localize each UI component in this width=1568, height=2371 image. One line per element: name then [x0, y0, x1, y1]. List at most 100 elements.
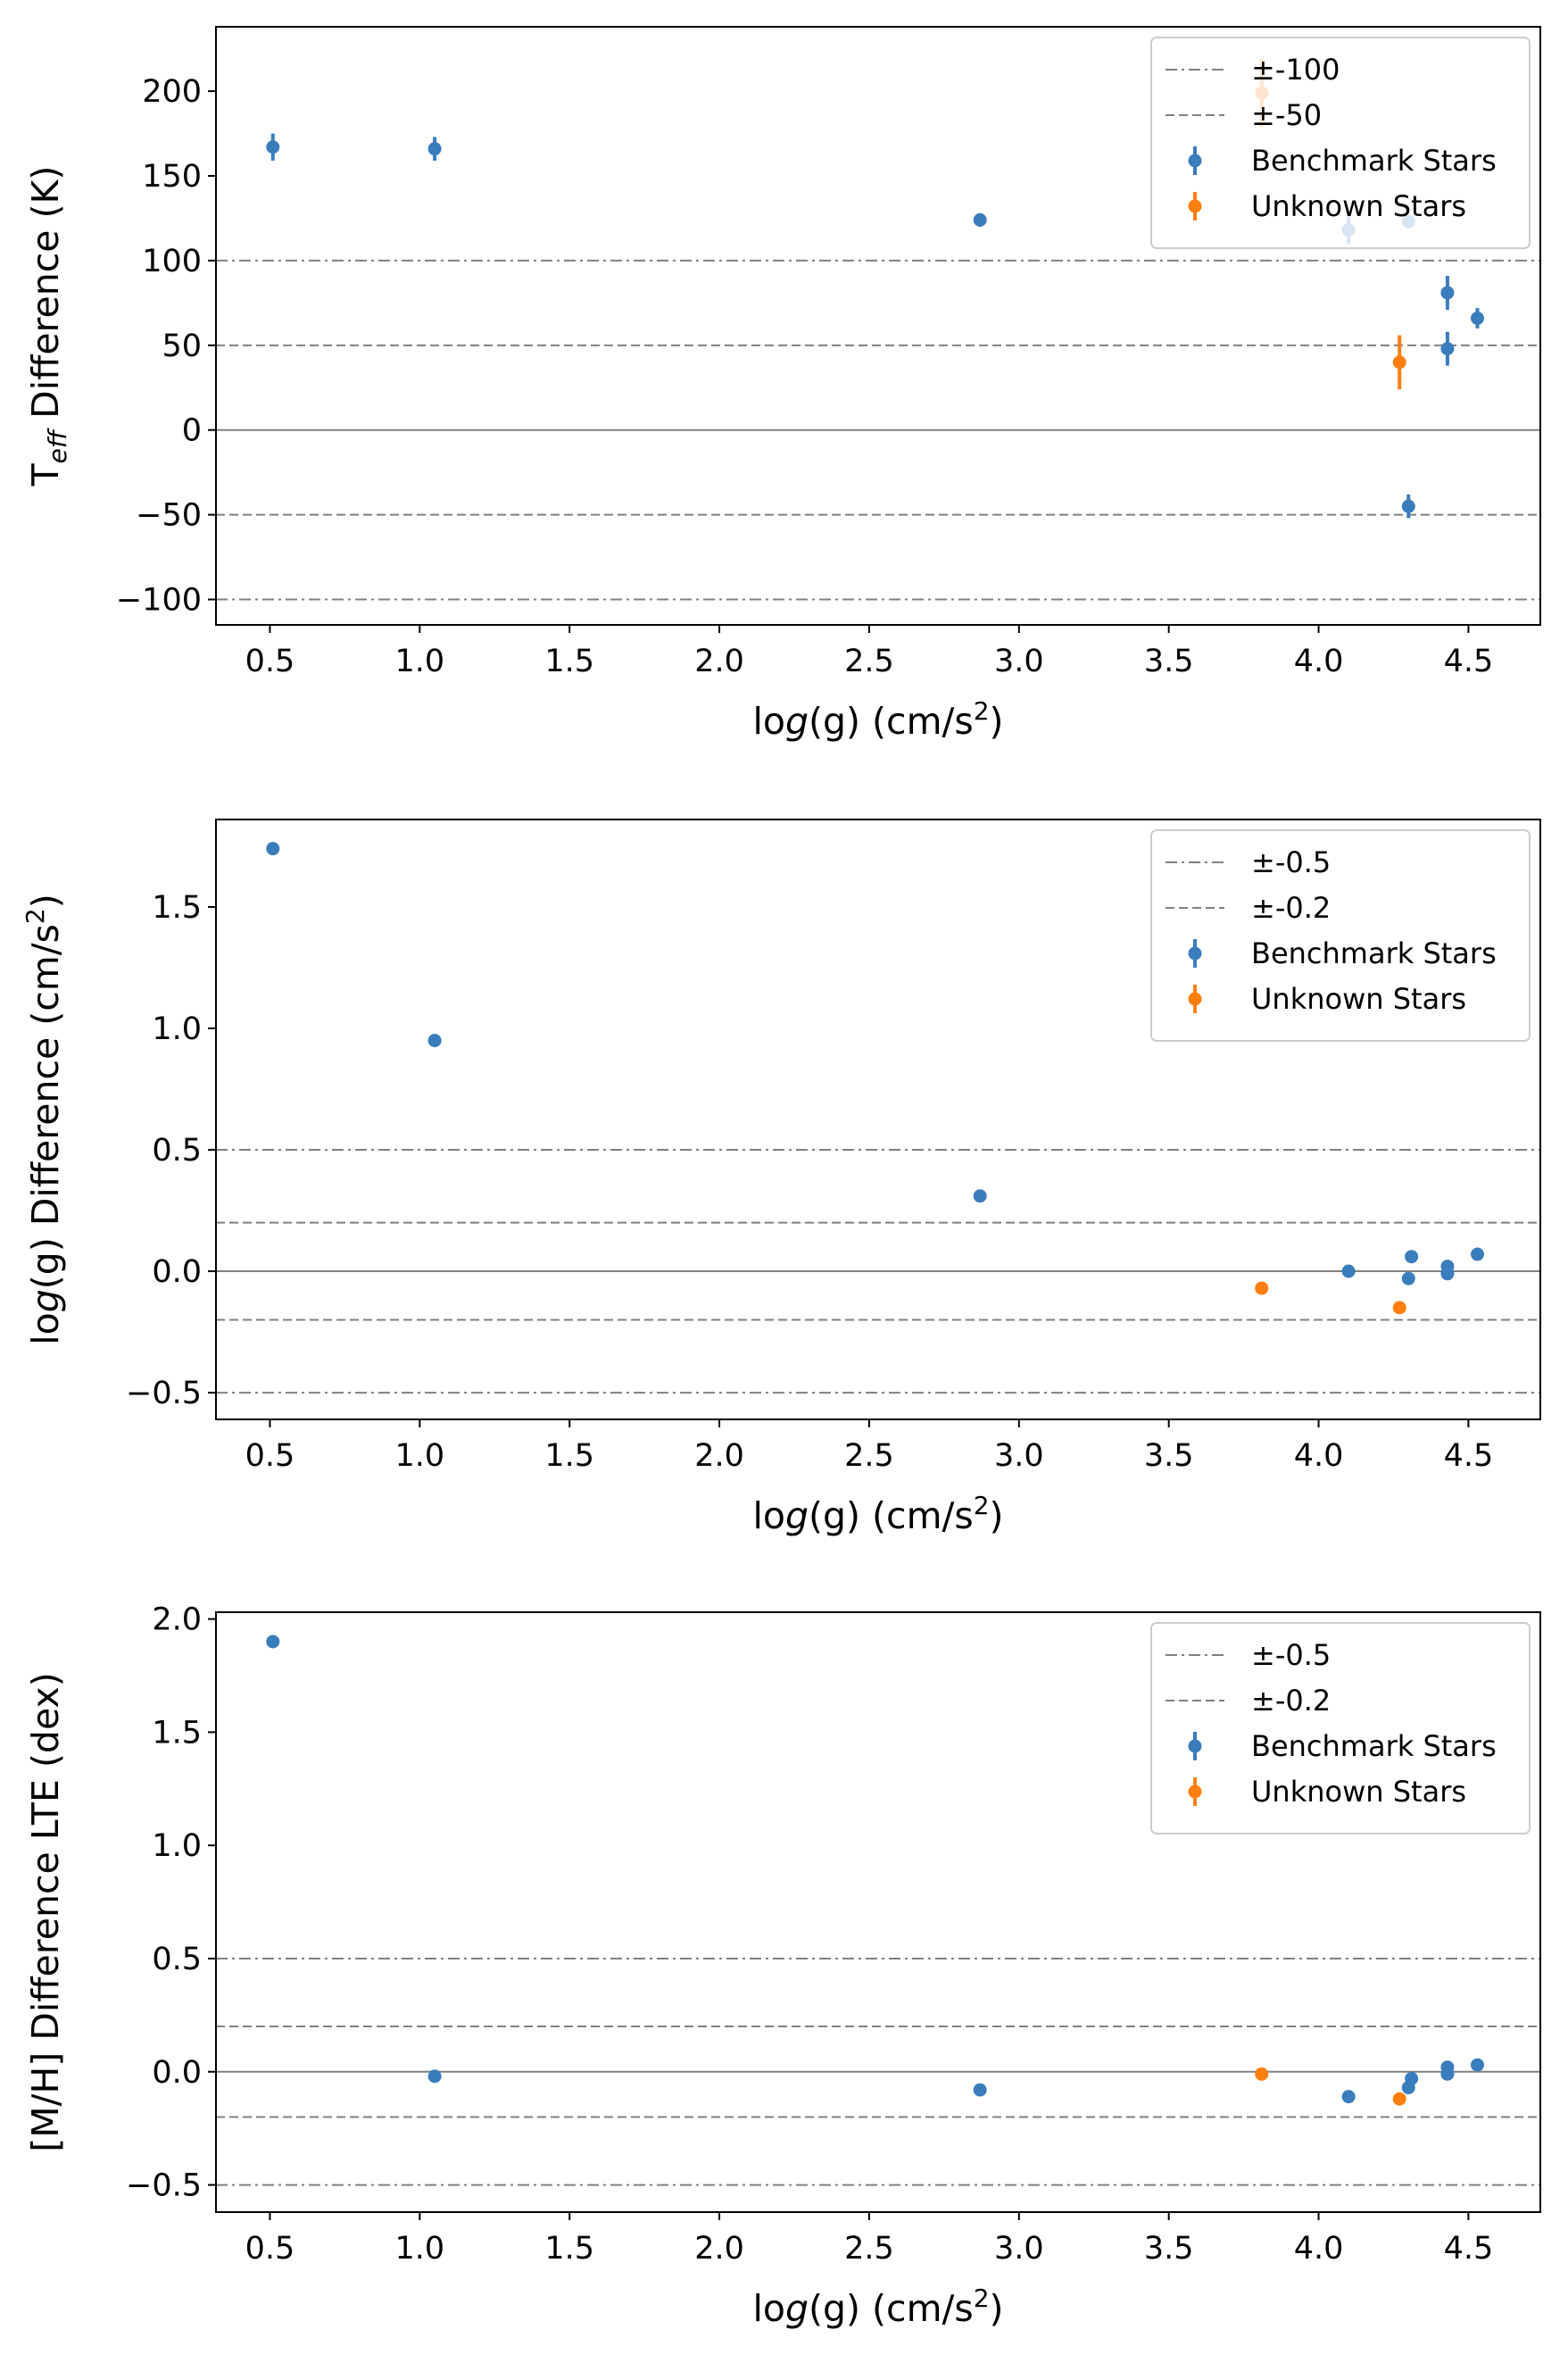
y-tick-label: 0: [182, 413, 202, 449]
x-tick-label: 1.5: [544, 644, 594, 679]
data-point: [1440, 1267, 1455, 1281]
x-tick-label: 3.5: [1144, 2231, 1194, 2267]
data-point: [1405, 1250, 1419, 1264]
data-point: [1470, 311, 1484, 325]
legend-marker: [1188, 1739, 1202, 1753]
y-axis-label: [M/H] Difference LTE (dex): [24, 1672, 67, 2151]
legend-label: ±-100: [1251, 53, 1340, 87]
data-point: [1405, 2071, 1419, 2085]
data-point: [427, 1034, 442, 1048]
legend-label: ±-0.5: [1251, 1638, 1331, 1672]
data-point: [1440, 286, 1455, 300]
data-point: [1401, 499, 1415, 513]
y-tick-label: 50: [162, 329, 202, 364]
x-tick-label: 1.5: [544, 1438, 594, 1474]
x-tick-label: 4.5: [1444, 2231, 1494, 2267]
data-point: [973, 1189, 987, 1203]
y-tick-label: −100: [116, 583, 202, 619]
data-point: [1392, 1301, 1406, 1315]
data-point: [1470, 1247, 1484, 1261]
data-point: [266, 140, 280, 154]
legend-box: [1150, 829, 1531, 1042]
x-tick-label: 4.0: [1294, 644, 1344, 679]
y-tick-label: 150: [142, 159, 202, 195]
data-point: [427, 142, 442, 156]
x-tick-label: 2.5: [844, 2231, 894, 2267]
x-axis-label: log(g) (cm/s2): [752, 696, 1003, 743]
x-tick-label: 2.5: [844, 644, 894, 679]
legend-label: ±-0.2: [1251, 891, 1331, 925]
legend-marker: [1188, 154, 1202, 168]
y-axis-label: Teff Difference (K): [24, 166, 72, 487]
legend: ±-0.5 ±-0.2 Benchmark Stars Unknown Stars: [1150, 829, 1531, 1042]
y-tick-label: 2.0: [152, 1602, 202, 1638]
x-tick-label: 3.5: [1144, 644, 1194, 679]
y-tick-label: 1.5: [152, 1715, 202, 1751]
x-tick-label: 4.5: [1444, 1438, 1494, 1474]
x-tick-label: 1.0: [394, 1438, 444, 1474]
x-tick-label: 2.0: [694, 1438, 744, 1474]
y-tick-label: 0.5: [152, 1133, 202, 1169]
y-tick-label: −50: [136, 498, 202, 534]
legend-label: ±-50: [1251, 98, 1322, 132]
y-tick-label: 200: [142, 74, 202, 110]
data-point: [1440, 2067, 1455, 2081]
legend-marker: [1188, 946, 1202, 961]
legend-label: Unknown Stars: [1251, 982, 1466, 1016]
data-point: [1392, 355, 1406, 370]
y-axis-label: log(g) Difference (cm/s2): [21, 894, 67, 1344]
y-tick-label: 0.5: [152, 1942, 202, 1977]
x-tick-label: 4.0: [1294, 2231, 1344, 2267]
legend: ±-0.5 ±-0.2 Benchmark Stars Unknown Stars: [1150, 1622, 1531, 1834]
data-point: [1392, 2092, 1406, 2106]
data-point: [1440, 342, 1455, 356]
chart-panel-2: 0.5 1.0 1.5 2.0 2.5 3.0 3.5 4.0 4.5 −0.5 0.0 0.5 1.0…: [21, 819, 1541, 1537]
x-tick-label: 3.0: [994, 644, 1044, 679]
legend-label: Benchmark Stars: [1251, 936, 1497, 970]
legend-label: ±-0.5: [1251, 845, 1331, 879]
y-tick-label: −0.5: [126, 1376, 202, 1411]
legend-label: Benchmark Stars: [1251, 144, 1497, 178]
legend-label: Unknown Stars: [1251, 189, 1466, 223]
x-tick-label: 3.5: [1144, 1438, 1194, 1474]
axes-frame: [215, 1611, 1541, 2213]
axes-frame: [215, 819, 1541, 1420]
x-tick-label: 2.0: [694, 644, 744, 679]
data-point: [427, 2069, 442, 2084]
legend-label: ±-0.2: [1251, 1684, 1331, 1718]
x-axis-label: log(g) (cm/s2): [752, 1491, 1003, 1537]
legend-marker: [1188, 1784, 1202, 1799]
x-tick-label: 0.5: [245, 644, 295, 679]
data-point: [1341, 2090, 1356, 2104]
chart-panel-1: 0.5 1.0 1.5 2.0 2.5 3.0 3.5 4.0 4.5 −100 −50 0 50 100…: [24, 26, 1541, 743]
legend-box: [1150, 37, 1531, 249]
data-point: [1470, 2058, 1484, 2072]
data-point: [1255, 1281, 1269, 1295]
data-point: [973, 2083, 987, 2097]
chart-panel-3: 0.5 1.0 1.5 2.0 2.5 3.0 3.5 4.0 4.5 −0.5 0.0 0.5 1.0…: [24, 1602, 1541, 2330]
legend-label: Benchmark Stars: [1251, 1729, 1497, 1763]
data-point: [973, 212, 987, 227]
x-tick-label: 2.5: [844, 1438, 894, 1474]
y-tick-label: 0.0: [152, 2055, 202, 2091]
x-axis-label: log(g) (cm/s2): [752, 2284, 1003, 2330]
x-tick-label: 1.0: [394, 644, 444, 679]
data-point: [1255, 2067, 1269, 2081]
x-tick-label: 3.0: [994, 2231, 1044, 2267]
legend-marker: [1188, 199, 1202, 213]
x-tick-label: 1.5: [544, 2231, 594, 2267]
data-point: [1401, 1271, 1415, 1285]
x-tick-label: 1.0: [394, 2231, 444, 2267]
axes-frame: [215, 26, 1541, 626]
x-tick-label: 0.5: [245, 2231, 295, 2267]
data-point: [266, 842, 280, 856]
y-tick-label: −0.5: [126, 2168, 202, 2204]
x-tick-label: 2.0: [694, 2231, 744, 2267]
legend: ±-100 ±-50 Benchmark Stars Unknown Stars: [1150, 37, 1531, 249]
y-tick-label: 100: [142, 244, 202, 279]
y-tick-label: 0.0: [152, 1254, 202, 1290]
y-tick-label: 1.0: [152, 1828, 202, 1864]
y-tick-label: 1.5: [152, 890, 202, 926]
x-tick-label: 4.0: [1294, 1438, 1344, 1474]
